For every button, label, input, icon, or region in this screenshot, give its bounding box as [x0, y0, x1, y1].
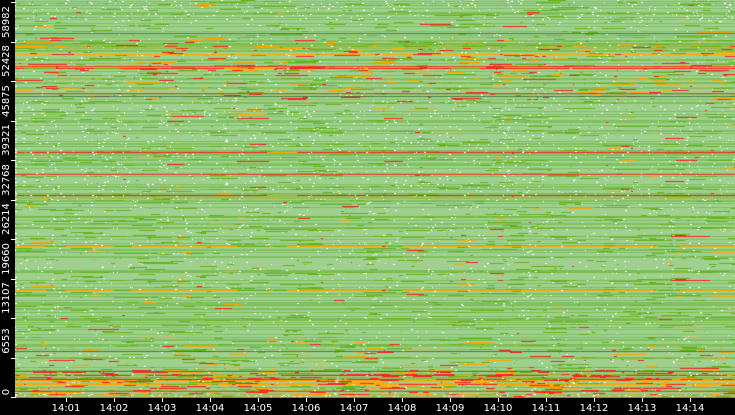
x-tick-label: 14:06	[291, 403, 321, 414]
x-tick	[690, 398, 691, 402]
y-tick-label: 26214	[1, 203, 12, 235]
x-tick-label: 14:10	[483, 403, 513, 414]
x-tick	[162, 398, 163, 402]
x-tick	[210, 398, 211, 402]
x-tick	[450, 398, 451, 402]
y-tick-label: 19660	[1, 242, 12, 275]
x-tick-label: 14:13	[627, 403, 657, 414]
y-tick-label: 39321	[1, 124, 12, 156]
x-tick	[402, 398, 403, 402]
x-tick	[66, 398, 67, 402]
y-tick	[11, 318, 16, 319]
x-tick-label: 14:08	[387, 403, 417, 414]
x-tick-label: 14:03	[147, 403, 177, 414]
x-tick-label: 14:09	[435, 403, 465, 414]
x-tick	[114, 398, 115, 402]
y-tick-label: 58982	[1, 5, 12, 38]
x-tick-label: 14:11	[531, 403, 561, 414]
x-tick	[354, 398, 355, 402]
x-tick-label: 14:07	[339, 403, 369, 414]
y-tick	[11, 41, 16, 43]
x-tick	[306, 398, 307, 402]
x-tick	[594, 398, 595, 402]
heatmap-plot-area	[15, 0, 735, 398]
x-tick-label: 14:05	[243, 403, 273, 414]
x-tick	[498, 398, 499, 402]
x-tick	[258, 398, 259, 402]
y-tick-label: 0	[0, 388, 12, 395]
y-tick	[11, 160, 16, 161]
y-tick	[11, 120, 16, 122]
y-tick	[11, 397, 16, 398]
y-tick	[11, 199, 16, 201]
y-tick-label: 13107	[1, 282, 12, 314]
y-tick-label: 6553	[1, 327, 12, 354]
y-tick	[11, 278, 16, 280]
y-tick-label: 52428	[1, 45, 12, 77]
x-tick-label: 14:02	[99, 403, 129, 414]
y-tick-label: 45875	[1, 84, 12, 117]
x-tick	[642, 398, 643, 402]
y-tick-label: 32768	[1, 163, 12, 196]
y-tick	[11, 2, 16, 3]
x-tick	[546, 398, 547, 402]
x-tick-label: 14:12	[579, 403, 609, 414]
y-tick	[11, 81, 16, 82]
y-tick	[11, 357, 16, 359]
x-tick-label: 14:14	[675, 403, 705, 414]
y-tick	[11, 239, 16, 240]
x-tick-label: 14:04	[195, 403, 225, 414]
x-tick-label: 14:01	[51, 403, 81, 414]
